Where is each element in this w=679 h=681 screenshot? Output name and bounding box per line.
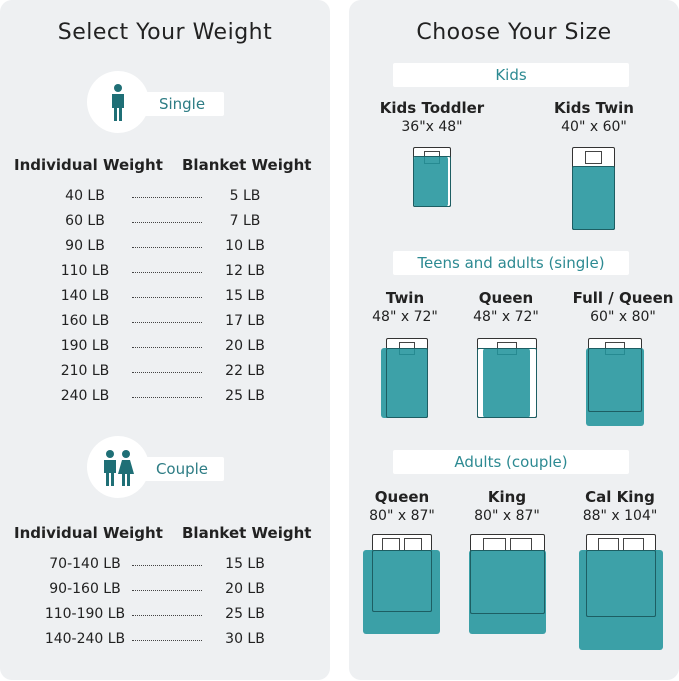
dotted-leader bbox=[132, 615, 202, 616]
weight-row-blanket: 17 LB bbox=[225, 313, 265, 329]
bed-dimensions: 48" x 72" bbox=[473, 309, 539, 325]
weight-row-individual: 240 LB bbox=[60, 388, 110, 404]
bed-name: Kids Toddler bbox=[379, 99, 485, 117]
weight-row-individual: 60 LB bbox=[65, 213, 105, 229]
weight-row-blanket: 25 LB bbox=[225, 388, 265, 404]
bed-dimensions: 80" x 87" bbox=[369, 508, 435, 524]
weight-row-blanket: 12 LB bbox=[225, 263, 265, 279]
bed-outline bbox=[477, 348, 537, 418]
blanket bbox=[363, 550, 440, 634]
dotted-leader bbox=[132, 372, 202, 373]
bed-name: Twin bbox=[385, 289, 425, 307]
dotted-leader bbox=[132, 565, 202, 566]
dotted-leader bbox=[132, 347, 202, 348]
single-col1-header: Individual Weight bbox=[14, 156, 163, 174]
bed-outline bbox=[413, 156, 451, 207]
weight-row-individual: 40 LB bbox=[65, 188, 105, 204]
bed-name: Queen bbox=[478, 289, 534, 307]
weight-row-blanket: 22 LB bbox=[225, 363, 265, 379]
dotted-leader bbox=[132, 272, 202, 273]
dotted-leader bbox=[132, 197, 202, 198]
blanket bbox=[586, 348, 644, 426]
bed-outline bbox=[572, 166, 615, 230]
weight-row-blanket: 10 LB bbox=[225, 238, 265, 254]
bed-outline bbox=[588, 348, 642, 412]
couple-icon-circle bbox=[87, 436, 149, 498]
weight-row-individual: 90-160 LB bbox=[49, 581, 121, 597]
weight-row-blanket: 15 LB bbox=[225, 288, 265, 304]
bed-outline bbox=[586, 550, 656, 617]
dotted-leader bbox=[132, 590, 202, 591]
bed-name: King bbox=[487, 488, 527, 506]
blanket bbox=[483, 348, 530, 418]
bed-dimensions: 48" x 72" bbox=[372, 309, 438, 325]
weight-row-blanket: 15 LB bbox=[225, 556, 265, 572]
weight-row-individual: 160 LB bbox=[60, 313, 110, 329]
size-title: Choose Your Size bbox=[416, 20, 612, 45]
dotted-leader bbox=[132, 322, 202, 323]
weight-row-blanket: 30 LB bbox=[225, 631, 265, 647]
bed-dimensions: 40" x 60" bbox=[561, 119, 627, 135]
couple-col1-header: Individual Weight bbox=[14, 524, 163, 542]
weight-row-individual: 110 LB bbox=[60, 263, 110, 279]
blanket bbox=[572, 166, 615, 230]
bed-name: Cal King bbox=[585, 488, 655, 506]
bed-name: Queen bbox=[374, 488, 430, 506]
bed-outline bbox=[372, 550, 432, 612]
blanket bbox=[414, 156, 448, 207]
section-kids: Kids bbox=[393, 63, 629, 87]
blanket bbox=[381, 348, 428, 418]
weight-row-blanket: 20 LB bbox=[225, 338, 265, 354]
weight-row-individual: 190 LB bbox=[60, 338, 110, 354]
pillow bbox=[584, 151, 603, 164]
section-teens-adults-single: Teens and adults (single) bbox=[393, 251, 629, 275]
single-icon-circle bbox=[87, 71, 149, 133]
dotted-leader bbox=[132, 397, 202, 398]
weight-row-individual: 210 LB bbox=[60, 363, 110, 379]
blanket bbox=[579, 550, 663, 650]
couple-icon bbox=[104, 450, 134, 486]
bed-dimensions: 88" x 104" bbox=[582, 508, 658, 524]
weight-row-individual: 140 LB bbox=[60, 288, 110, 304]
weight-row-individual: 90 LB bbox=[65, 238, 105, 254]
weight-row-blanket: 20 LB bbox=[225, 581, 265, 597]
section-adults-couple: Adults (couple) bbox=[393, 450, 629, 474]
person-icon bbox=[112, 84, 124, 121]
weight-row-individual: 140-240 LB bbox=[44, 631, 126, 647]
bed-outline bbox=[470, 550, 545, 614]
dotted-leader bbox=[132, 640, 202, 641]
bed-name: Full / Queen bbox=[572, 289, 674, 307]
weight-title: Select Your Weight bbox=[57, 20, 273, 45]
weight-row-blanket: 25 LB bbox=[225, 606, 265, 622]
dotted-leader bbox=[132, 247, 202, 248]
bed-dimensions: 80" x 87" bbox=[474, 508, 540, 524]
bed-outline bbox=[386, 348, 428, 418]
weight-row-blanket: 5 LB bbox=[229, 188, 261, 204]
bed-name: Kids Twin bbox=[554, 99, 634, 117]
weight-row-individual: 70-140 LB bbox=[49, 556, 121, 572]
bed-dimensions: 60" x 80" bbox=[590, 309, 656, 325]
single-col2-header: Blanket Weight bbox=[182, 156, 312, 174]
weight-row-blanket: 7 LB bbox=[229, 213, 261, 229]
weight-panel: Select Your Weight Single Couple Individ… bbox=[0, 0, 330, 680]
bed-dimensions: 36"x 48" bbox=[401, 119, 463, 135]
couple-col2-header: Blanket Weight bbox=[182, 524, 312, 542]
blanket bbox=[469, 550, 546, 634]
dotted-leader bbox=[132, 297, 202, 298]
dotted-leader bbox=[132, 222, 202, 223]
weight-row-individual: 110-190 LB bbox=[44, 606, 126, 622]
